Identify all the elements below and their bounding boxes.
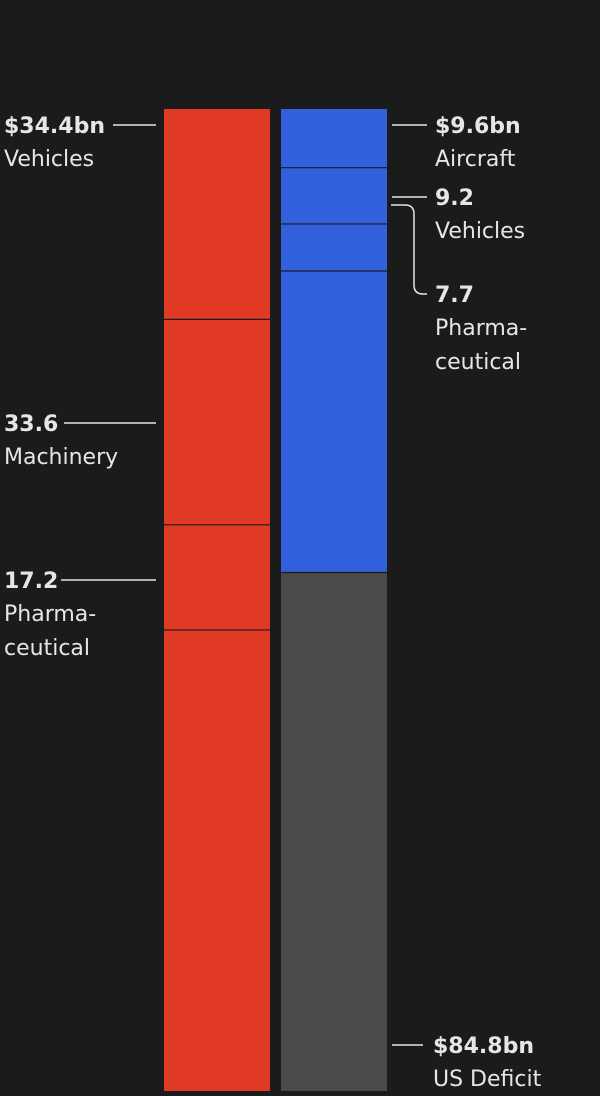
- bar-segment-left-machinery: [164, 319, 270, 525]
- right-pharmaceutical-category-label-line-2: ceutical: [435, 350, 521, 375]
- right-vehicles-value-label: 9.2: [435, 186, 474, 211]
- right-us-deficit-category-label: US Deficit: [433, 1067, 542, 1092]
- bar-segment-left-vehicles: [164, 109, 270, 320]
- right-us-deficit-value-label: $84.8bn: [433, 1034, 534, 1059]
- right-aircraft-value-label: $9.6bn: [435, 114, 521, 139]
- left-machinery-value-label: 33.6: [4, 412, 58, 437]
- right-pharmaceutical-leader-line: [391, 204, 427, 295]
- bar-segment-right-other: [281, 271, 387, 573]
- bar-segment-right-us-deficit: [281, 572, 387, 1091]
- bar-segment-left-other: [164, 629, 270, 1091]
- bar-segment-right-pharmaceutical: [281, 223, 387, 272]
- bar-segment-right-vehicles: [281, 167, 387, 224]
- right-aircraft-category-label: Aircraft: [435, 147, 516, 172]
- right-pharmaceutical-category-label-line-1: Pharma-: [435, 316, 527, 341]
- right-vehicles-category-label: Vehicles: [435, 219, 525, 244]
- left-vehicles-category-label: Vehicles: [4, 147, 94, 172]
- left-vehicles-value-label: $34.4bn: [4, 114, 105, 139]
- right-pharmaceutical-value-label: 7.7: [435, 283, 474, 308]
- left-pharmaceutical-category-label-line-1: Pharma-: [4, 602, 96, 627]
- bar-segment-left-pharmaceutical: [164, 524, 270, 630]
- left-pharmaceutical-value-label: 17.2: [4, 569, 58, 594]
- left-pharmaceutical-category-label-line-2: ceutical: [4, 636, 90, 661]
- left-machinery-category-label: Machinery: [4, 445, 118, 470]
- bar-segment-right-aircraft: [281, 109, 387, 168]
